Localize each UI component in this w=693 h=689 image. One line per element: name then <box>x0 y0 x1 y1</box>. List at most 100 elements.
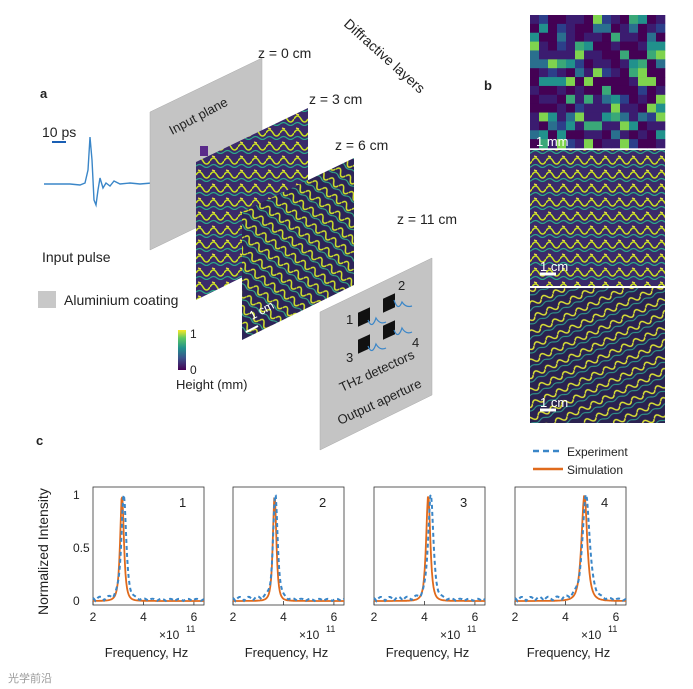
layer-scale-bar <box>245 325 259 333</box>
input-pulse-label: Input pulse <box>42 249 111 265</box>
detector-2 <box>383 293 395 313</box>
colorbar-label: Height (mm) <box>176 377 248 392</box>
tile-pixel <box>611 23 621 34</box>
tile-pixel <box>548 68 558 78</box>
tile-pixel <box>530 77 540 87</box>
tile-pixel <box>647 68 657 78</box>
x-axis-label: Frequency, Hz <box>245 645 329 660</box>
tile-pixel <box>593 68 603 78</box>
panel-c: c Experiment Simulation Normalized Inten… <box>35 433 628 660</box>
tile-pixel <box>584 59 594 69</box>
tile-pixel <box>566 41 576 51</box>
x-tick-label: 2 <box>90 610 97 624</box>
tile-pixel <box>620 59 630 69</box>
detector-1 <box>358 307 370 327</box>
spectrum-plot-4: 2 4 6 4 ×10 11 Frequency, Hz <box>512 486 627 660</box>
tile-scale-label-1: 1 mm <box>536 134 569 149</box>
tile-pixel <box>539 41 549 51</box>
tile-pixel <box>593 94 603 104</box>
diffractive-layers-label: Diffractive layers <box>341 15 428 96</box>
input-aperture <box>200 146 208 156</box>
x-multiplier-exponent: 11 <box>326 624 335 634</box>
tile-pixel <box>602 15 612 25</box>
layer-tile-2 <box>530 288 665 423</box>
tile-pixel <box>530 59 540 69</box>
tile-pixel <box>620 85 630 96</box>
tile-pixel <box>584 85 594 96</box>
tile-pixel <box>602 121 612 131</box>
tile-pixel <box>602 103 612 113</box>
tile-pixel <box>611 94 621 104</box>
tile-pixel <box>647 85 657 96</box>
tile-pixel <box>620 15 630 25</box>
tile-pixel <box>557 23 567 34</box>
tile-pixel <box>656 68 666 78</box>
panel-b-label: b <box>484 78 492 93</box>
tile-pixel <box>593 32 603 42</box>
plot-frame <box>232 486 345 606</box>
tile-pixel <box>647 77 657 87</box>
tile-pixel <box>593 59 603 69</box>
tile-pixel <box>584 23 594 34</box>
tile-pixel <box>647 59 657 69</box>
tile-pixel <box>620 112 630 122</box>
tile-pixel <box>539 77 549 87</box>
tile-pixel <box>530 139 540 149</box>
tile-pixel <box>629 130 639 140</box>
tile-pixel <box>629 121 639 131</box>
tile-pixel <box>575 50 585 60</box>
tile-pixel <box>629 85 639 96</box>
tile-pixel <box>566 59 576 69</box>
tile-pixel <box>638 23 648 34</box>
tile-pixel <box>602 41 612 51</box>
tile-pixel <box>656 112 666 122</box>
tile-pixel <box>548 23 558 34</box>
tile-pixel <box>602 112 612 122</box>
tile-pixel <box>656 94 666 104</box>
tile-pixel <box>647 112 657 122</box>
spectrum-plot-3: 2 4 6 3 ×10 11 Frequency, Hz <box>371 486 486 660</box>
tile-pixel <box>548 121 558 131</box>
tile-pixel <box>584 130 594 140</box>
x-tick-label: 2 <box>371 610 378 624</box>
tile-pixel <box>548 130 558 140</box>
tile-pixel <box>629 50 639 60</box>
tile-pixel <box>629 139 639 149</box>
tile-pixel <box>575 68 585 78</box>
tile-pixel <box>566 68 576 78</box>
tile-pixel <box>638 121 648 131</box>
x-tick-label: 2 <box>230 610 237 624</box>
z-label-3: z = 3 cm <box>309 91 362 107</box>
tile-pixel <box>593 41 603 51</box>
y-axis-label: Normalized Intensity <box>35 488 51 615</box>
tile-pixel <box>575 139 585 149</box>
tile-pixel <box>629 23 639 34</box>
tile-pixel <box>584 15 594 25</box>
tile-pixel <box>620 32 630 42</box>
tile-pixel <box>611 59 621 69</box>
y-tick-label: 0.5 <box>73 541 90 555</box>
tile-pixel <box>629 15 639 25</box>
tile-scale-label-2: 1 cm <box>540 259 568 274</box>
tile-pixel <box>656 139 666 149</box>
plot-number: 4 <box>601 495 608 510</box>
x-tick-label: 4 <box>280 610 287 624</box>
tile-pixel <box>548 77 558 87</box>
tile-pixel <box>593 85 603 96</box>
tile-pixel <box>620 103 630 113</box>
tile-pixel <box>530 23 540 34</box>
tile-pixel <box>611 77 621 87</box>
tile-pixel <box>593 15 603 25</box>
tile-pixel <box>656 32 666 42</box>
tile-pixel <box>602 77 612 87</box>
x-axis-label: Frequency, Hz <box>527 645 611 660</box>
tile-pixel <box>566 139 576 149</box>
tile-pixel <box>566 112 576 122</box>
x-tick-label: 6 <box>472 610 479 624</box>
tile-pixel <box>647 41 657 51</box>
tile-pixel <box>548 103 558 113</box>
tile-pixel <box>539 130 549 140</box>
tile-pixel <box>539 23 549 34</box>
tile-pixel <box>593 23 603 34</box>
tile-pixel <box>647 94 657 104</box>
